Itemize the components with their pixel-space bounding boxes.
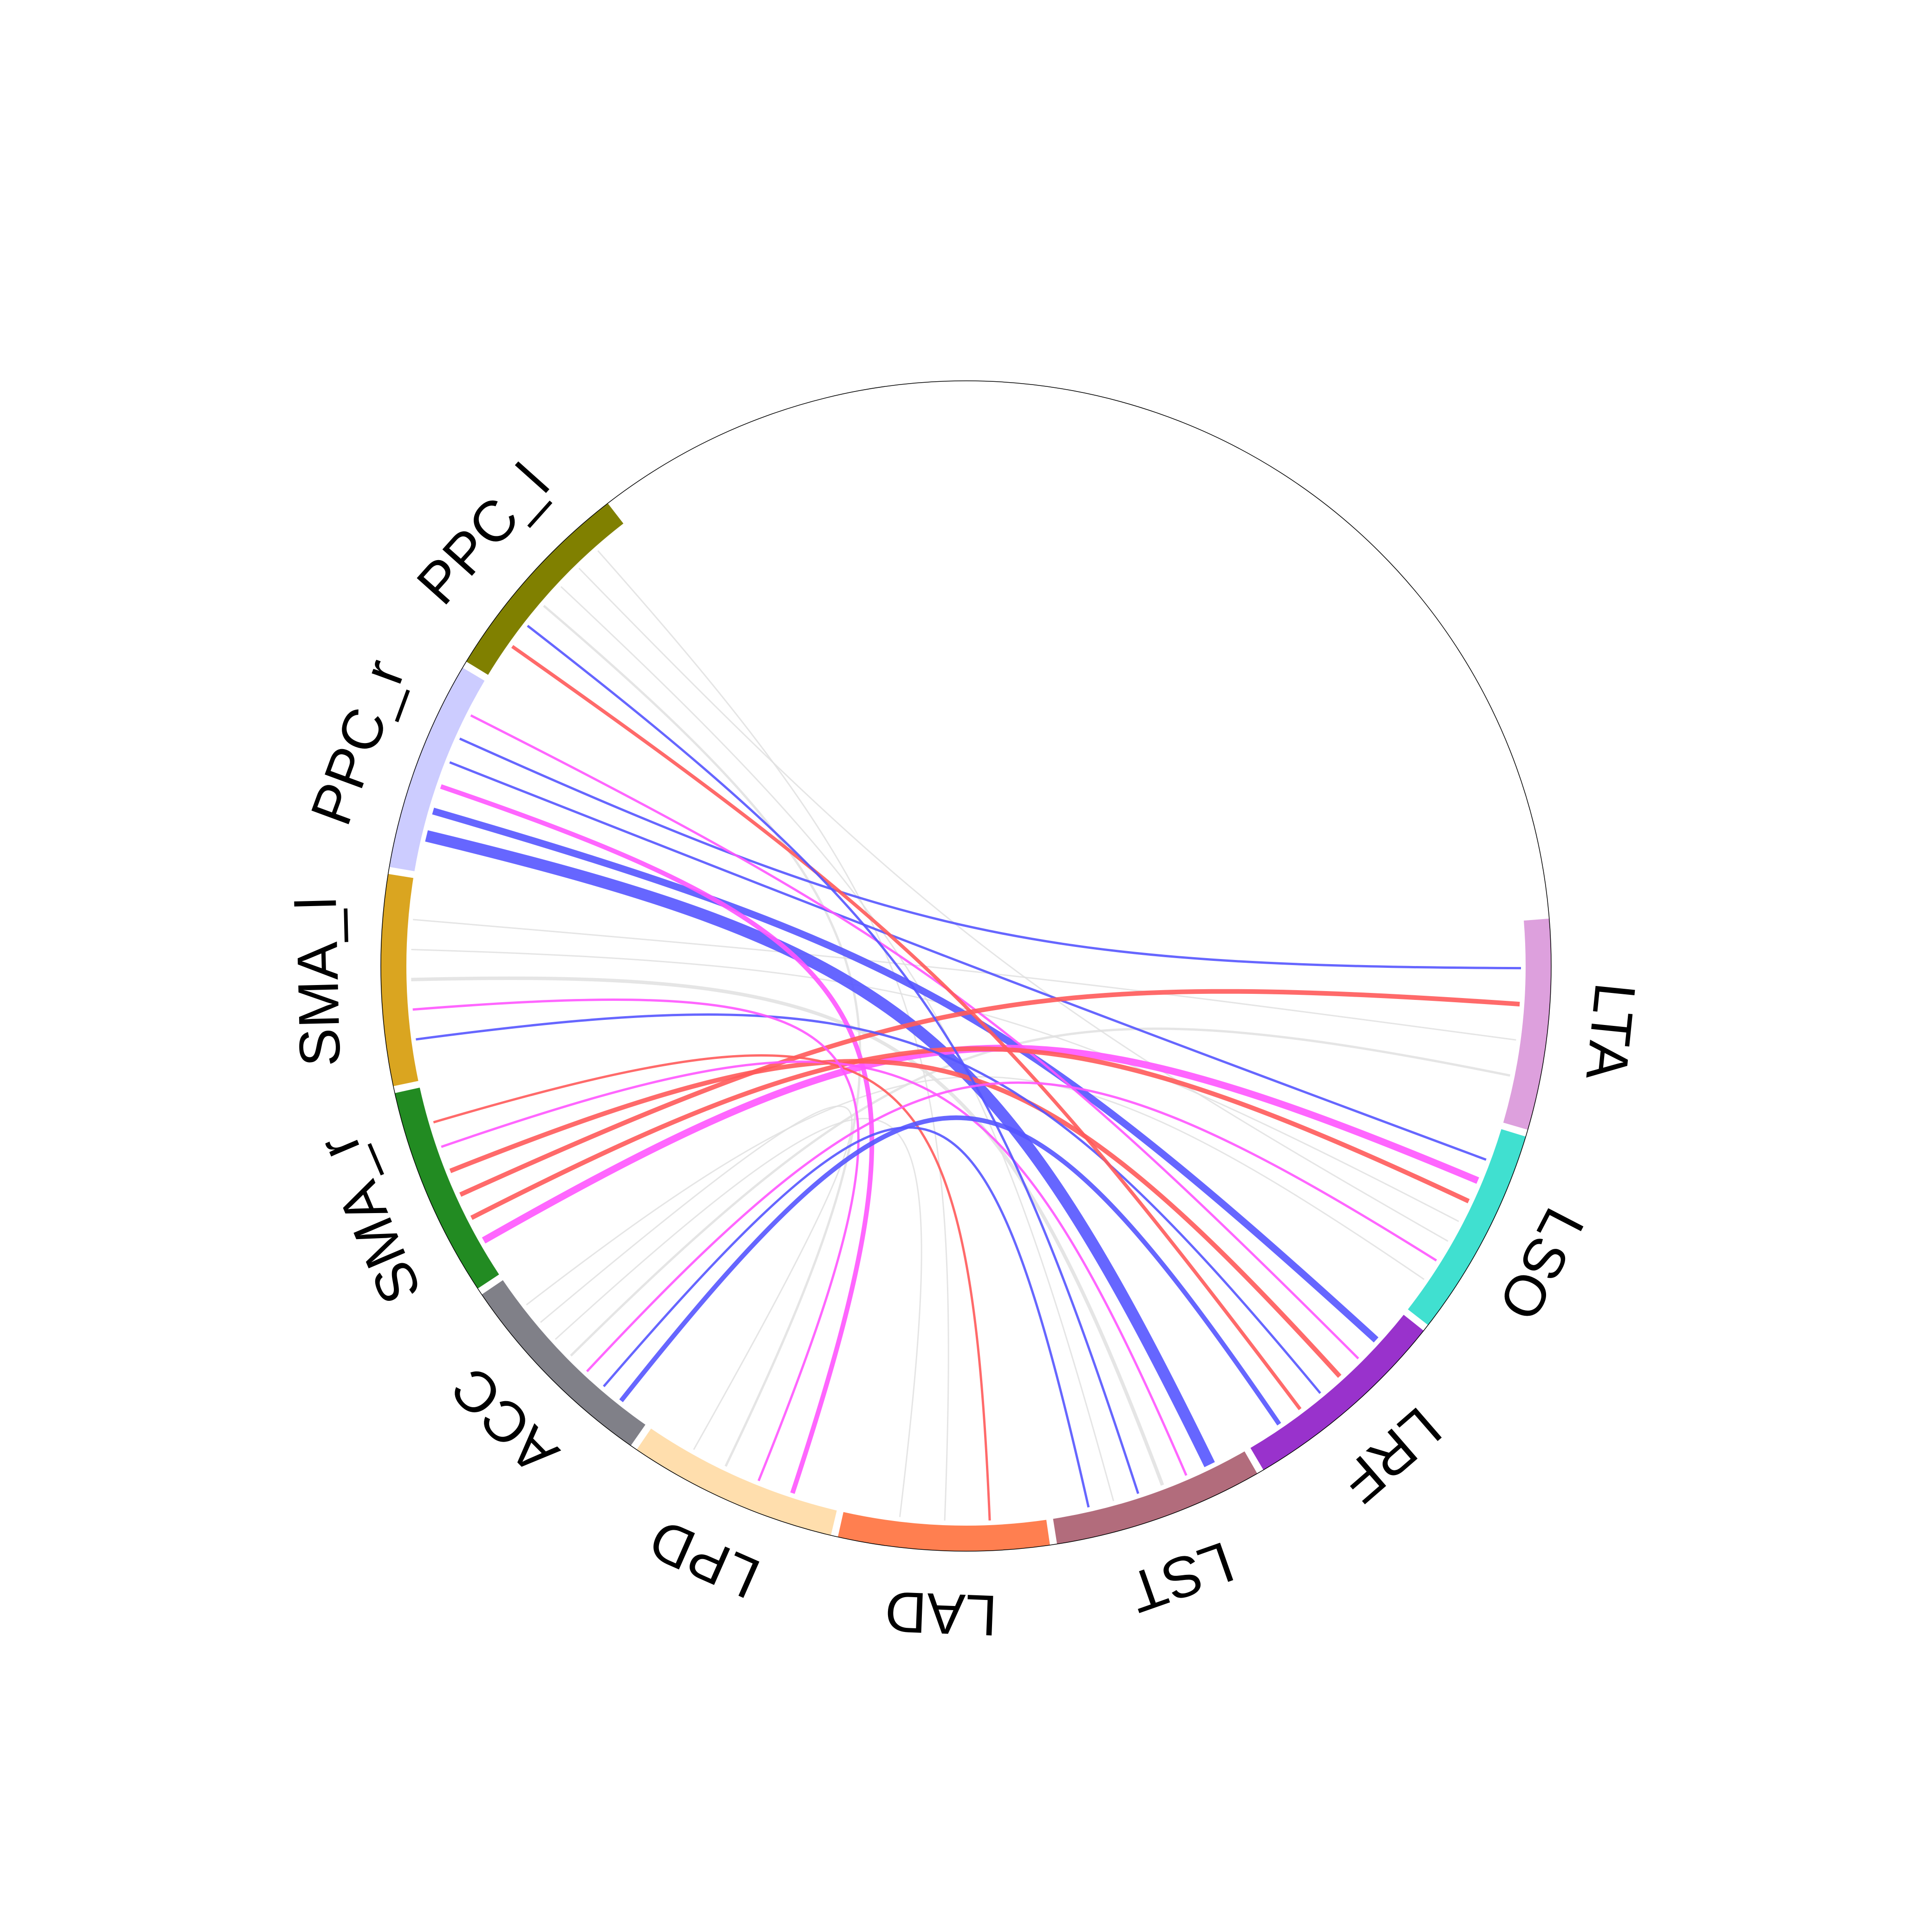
sector-arc-lst	[1053, 1451, 1258, 1544]
sector-arc-lrf	[1250, 1314, 1424, 1470]
chord-sma-r-to-lrf	[449, 1059, 1342, 1378]
chords-layer	[411, 550, 1521, 1521]
sector-label-lso: LSO	[1486, 1198, 1596, 1330]
chord-acc-to-lrf	[619, 1115, 1281, 1426]
chord-sma-r-to-lta	[459, 989, 1520, 1197]
chord-sma-l-to-lrf	[416, 1013, 1321, 1394]
chord-ppc-r-to-lso	[449, 761, 1487, 1161]
sector-label-lta: LTA	[1574, 980, 1647, 1083]
sector-label-ppc-r: PPC_r	[299, 652, 418, 833]
sector-arc-ppc-r	[389, 667, 485, 871]
chord-acc-to-lst	[603, 1126, 1090, 1508]
chord-acc-to-lad	[555, 1118, 922, 1517]
sector-label-lrf: LRF	[1329, 1395, 1453, 1515]
sector-arc-lad	[838, 1512, 1050, 1551]
chord-acc-to-lso	[526, 1076, 1425, 1305]
chord-acc-to-lpd	[540, 1105, 853, 1450]
sector-arc-lta	[1503, 918, 1551, 1130]
sector-label-lad: LAD	[884, 1579, 998, 1647]
sector-arc-sma-r	[395, 1087, 499, 1289]
chord-ppc-l-to-lad	[597, 550, 949, 1521]
sector-label-sma-l: SMA_l	[284, 896, 352, 1067]
chord-ppc-r-to-lst	[425, 830, 1215, 1468]
chord-ppc-l-to-lrf	[511, 645, 1302, 1410]
ring-outline	[380, 380, 1552, 1552]
chord-ppc-r-to-lrf	[432, 808, 1379, 1343]
sector-arc-lso	[1408, 1129, 1526, 1325]
chord-sma-r-to-lad	[433, 1054, 991, 1521]
chord-ppc-r-to-lpd	[440, 784, 875, 1494]
chord-sma-l-to-lta	[413, 919, 1516, 1041]
sector-arc-lpd	[636, 1429, 837, 1535]
chord-sma-r-to-lst	[441, 1060, 1188, 1476]
sector-arc-sma-l	[381, 874, 418, 1086]
sector-arc-ppc-l	[466, 503, 624, 675]
sector-arcs-layer	[380, 380, 1552, 1552]
chord-sma-l-to-lpd	[412, 999, 860, 1482]
chord-sma-r-to-lso	[470, 1046, 1470, 1220]
sector-label-lpd: LPD	[640, 1507, 769, 1611]
sector-arc-acc	[482, 1280, 646, 1446]
chord-acc-to-lta	[570, 1027, 1511, 1357]
chord-acc-to-lso	[586, 1081, 1437, 1372]
chord-ppc-r-to-lta	[459, 738, 1521, 970]
chord-ppc-l-to-lso	[578, 568, 1449, 1242]
chord-ppc-l-to-lst	[527, 625, 1140, 1494]
sector-label-lst: LST	[1121, 1529, 1241, 1625]
